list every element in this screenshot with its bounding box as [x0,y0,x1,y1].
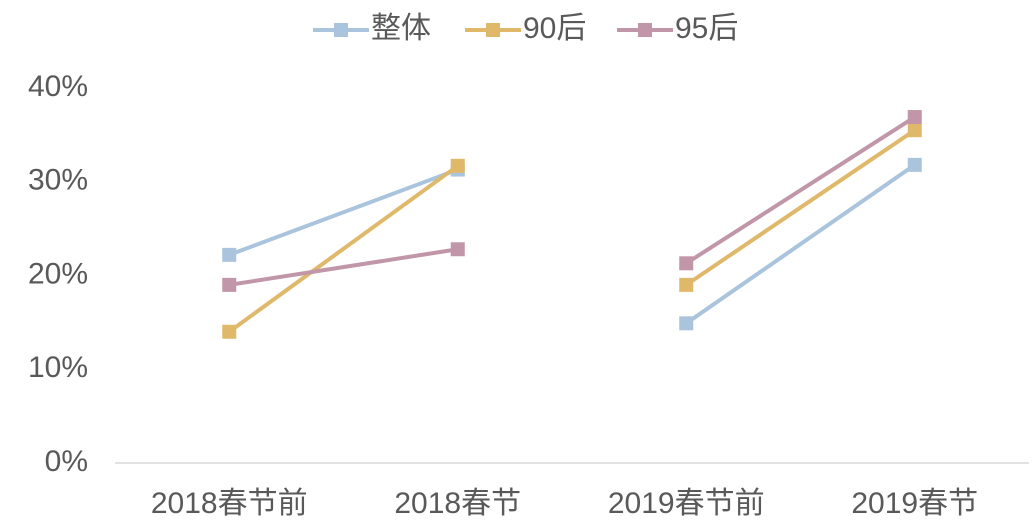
legend-label: 整体 [371,12,431,45]
marker [907,110,922,125]
x-tick-label: 2019春节前 [608,487,765,520]
marker [450,242,465,257]
y-tick-label: 40% [28,70,88,103]
y-tick-label: 0% [45,445,88,478]
marker [679,277,694,292]
legend-marker [486,23,500,37]
line-segment [228,247,459,287]
line-segment [228,167,459,257]
marker [222,277,237,292]
marker [679,316,694,331]
x-tick-label: 2018春节 [394,487,521,520]
line-segment [685,163,916,325]
x-tick-label: 2019春节 [851,487,978,520]
line-segment [228,164,459,334]
legend-label: 95后 [675,12,738,45]
marker [907,123,922,138]
line-segment [685,115,916,265]
y-tick-label: 30% [28,164,88,197]
marker [222,247,237,262]
x-tick-label: 2018春节前 [151,487,308,520]
line-segment [685,128,916,287]
marker [679,256,694,271]
y-tick-label: 20% [28,257,88,290]
legend-label: 90后 [523,12,586,45]
y-tick-label: 10% [28,351,88,384]
legend-marker [334,23,348,37]
marker [222,324,237,339]
marker [450,158,465,173]
marker [907,157,922,172]
legend-marker [638,23,652,37]
